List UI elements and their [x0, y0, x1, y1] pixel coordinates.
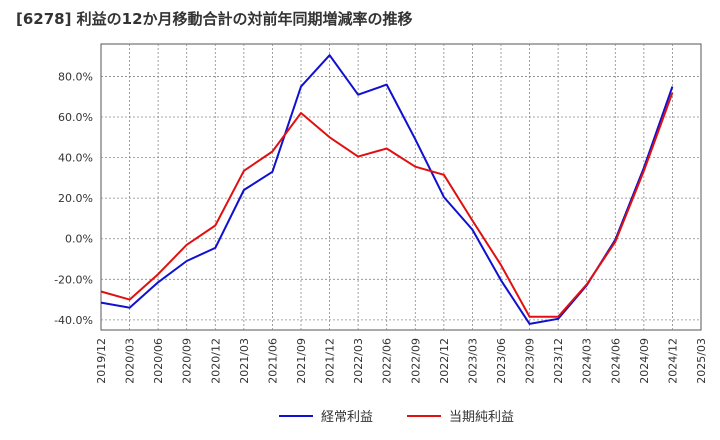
x-tick-label: 2021/03	[238, 338, 251, 384]
x-tick-label: 2023/12	[552, 338, 565, 384]
x-tick-label: 2020/09	[181, 338, 194, 384]
y-tick-label: -20.0%	[54, 273, 93, 286]
x-tick-label: 2020/03	[124, 338, 137, 384]
x-tick-label: 2022/12	[438, 338, 451, 384]
x-tick-label: 2022/03	[352, 338, 365, 384]
y-tick-label: 20.0%	[58, 192, 93, 205]
series-layer	[100, 54, 674, 325]
x-tick-label: 2021/06	[266, 338, 279, 384]
x-tick-label: 2021/12	[324, 338, 337, 384]
x-tick-label: 2023/09	[524, 338, 537, 384]
axis-layer: -40.0% -20.0% 0.0% 20.0% 40.0% 60.0% 80.0% 2019…	[54, 70, 708, 383]
y-tick-label: 0.0%	[65, 233, 93, 246]
x-tick-label: 2024/06	[609, 338, 622, 384]
chart-title: [6278] 利益の12か月移動合計の対前年同期増減率の推移	[16, 10, 413, 28]
x-tick-label: 2020/06	[152, 338, 165, 384]
x-tick-label: 2024/12	[666, 338, 679, 384]
y-tick-label: 40.0%	[58, 152, 93, 165]
x-tick-label: 2023/03	[466, 338, 479, 384]
y-tick-label: 80.0%	[58, 70, 93, 83]
legend-label-1: 経常利益	[321, 410, 373, 425]
grid-layer	[100, 43, 702, 331]
x-tick-label: 2022/09	[409, 338, 422, 384]
series-line-2	[100, 92, 674, 318]
x-tick-label: 2025/03	[695, 338, 708, 384]
x-tick-label: 2022/06	[381, 338, 394, 384]
y-tick-label: 60.0%	[58, 111, 93, 124]
legend-label-2: 当期純利益	[449, 410, 514, 425]
x-tick-label: 2021/09	[295, 338, 308, 384]
y-tick-label: -40.0%	[54, 314, 93, 327]
x-tick-label: 2024/09	[638, 338, 651, 384]
x-tick-label: 2024/03	[581, 338, 594, 384]
legend: 経常利益 当期純利益	[279, 410, 514, 425]
plot-frame	[100, 43, 702, 331]
x-tick-label: 2020/12	[209, 338, 222, 384]
x-tick-label: 2019/12	[95, 338, 108, 384]
x-tick-label: 2023/06	[495, 338, 508, 384]
